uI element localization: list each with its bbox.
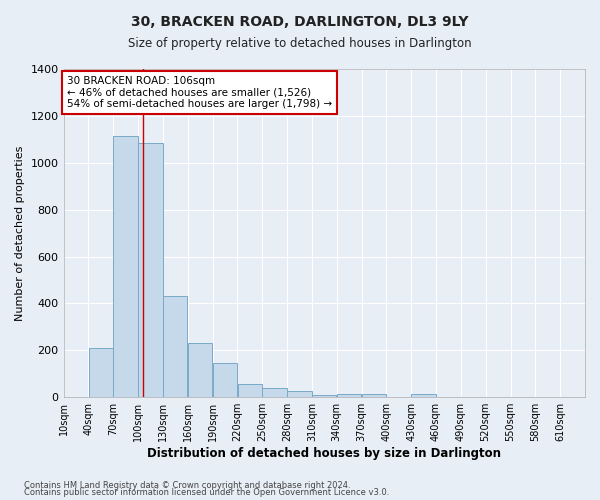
Bar <box>262 388 287 397</box>
Text: 30 BRACKEN ROAD: 106sqm
← 46% of detached houses are smaller (1,526)
54% of semi: 30 BRACKEN ROAD: 106sqm ← 46% of detache… <box>67 76 332 109</box>
Bar <box>287 392 311 397</box>
Y-axis label: Number of detached properties: Number of detached properties <box>15 146 25 321</box>
Bar <box>138 143 163 397</box>
Bar <box>312 395 337 397</box>
Bar <box>213 363 237 397</box>
Bar <box>89 348 113 397</box>
Bar <box>163 296 187 397</box>
Bar <box>362 394 386 397</box>
Bar <box>412 394 436 397</box>
Text: 30, BRACKEN ROAD, DARLINGTON, DL3 9LY: 30, BRACKEN ROAD, DARLINGTON, DL3 9LY <box>131 15 469 29</box>
Bar <box>113 136 138 397</box>
Bar <box>337 394 361 397</box>
Bar <box>188 344 212 397</box>
Text: Contains HM Land Registry data © Crown copyright and database right 2024.: Contains HM Land Registry data © Crown c… <box>24 480 350 490</box>
Text: Size of property relative to detached houses in Darlington: Size of property relative to detached ho… <box>128 38 472 51</box>
Bar <box>238 384 262 397</box>
X-axis label: Distribution of detached houses by size in Darlington: Distribution of detached houses by size … <box>147 447 501 460</box>
Text: Contains public sector information licensed under the Open Government Licence v3: Contains public sector information licen… <box>24 488 389 497</box>
